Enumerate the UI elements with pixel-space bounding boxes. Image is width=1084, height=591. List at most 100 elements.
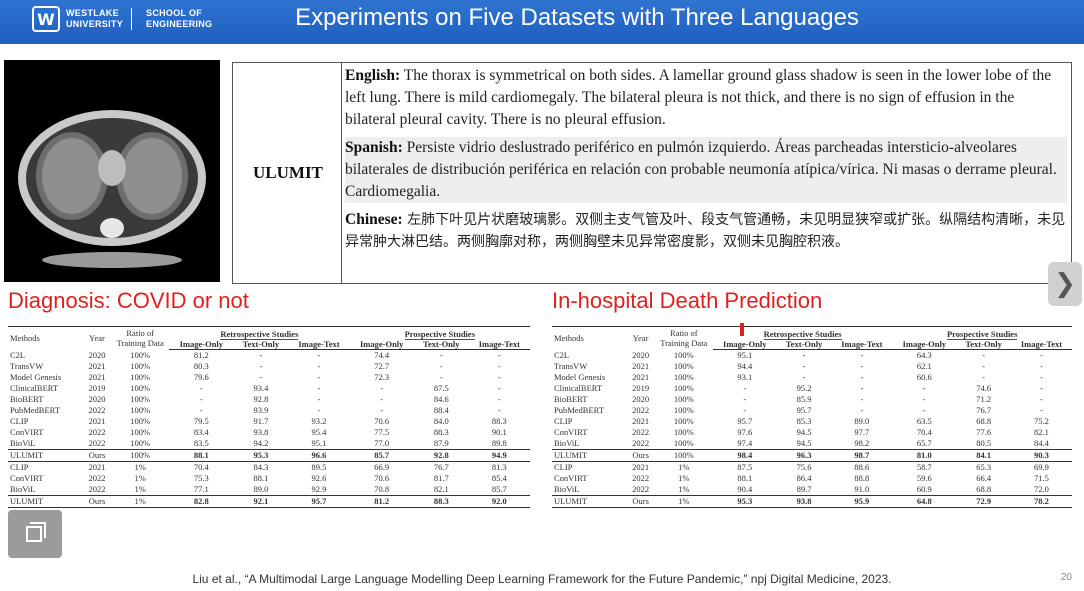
value-cell: 93.8 <box>776 495 832 508</box>
university-logo: W WESTLAKE UNIVERSITY SCHOOL OF ENGINEER… <box>32 6 212 32</box>
value-cell: 91.0 <box>854 484 870 494</box>
value-cell: 98.2 <box>854 438 870 448</box>
value-cell: 88.3 <box>433 427 449 437</box>
table-row: PubMedBERT 2022 100% - 95.7 - - 76.7 - <box>552 405 1072 416</box>
table-row: BioViL 2022 100% 83.5 94.2 95.1 77.0 87.9 89.8 <box>8 438 530 450</box>
value-cell: 81.2 <box>349 495 414 508</box>
table-row: ULUMIT Ours 100% 98.4 96.3 98.7 81.0 84.1 90.3 <box>552 449 1072 462</box>
value-cell: 2022 <box>632 438 650 448</box>
table-row: BioViL 2022 1% 90.4 89.7 91.0 60.9 68.8 72.0 <box>552 484 1072 496</box>
ct-scan-drawing <box>4 60 220 282</box>
value-cell: 68.8 <box>976 484 992 494</box>
value-cell: 95.7 <box>288 495 350 508</box>
col-text-only: Text-Only <box>956 339 1011 350</box>
col-image-only: Image-Only <box>712 339 777 350</box>
table-row: BioViL 2022 100% 97.4 94.5 98.2 65.7 80.5 84.4 <box>552 438 1072 450</box>
value-cell: - <box>497 350 501 360</box>
value-cell: 92.8 <box>253 394 269 404</box>
value-cell: - <box>497 372 501 382</box>
value-cell: 100% <box>130 405 151 415</box>
value-cell: - <box>317 372 321 382</box>
col-group-retro: Retrospective Studies <box>763 329 842 340</box>
value-cell: 85.4 <box>491 473 507 483</box>
logo-mark-icon: W <box>32 6 60 32</box>
slide-title: Experiments on Five Datasets with Three … <box>295 4 859 31</box>
value-cell: - <box>199 394 203 404</box>
value-cell: - <box>922 383 926 393</box>
window-icon <box>26 526 42 542</box>
value-cell: 58.7 <box>892 461 957 473</box>
value-cell: - <box>439 350 443 360</box>
value-cell: 75.3 <box>193 473 209 483</box>
value-cell: 92.1 <box>233 495 289 508</box>
value-cell: 100% <box>130 361 151 371</box>
value-cell: 76.7 <box>413 461 469 473</box>
value-cell: - <box>860 405 864 415</box>
value-cell: 81.3 <box>468 461 530 473</box>
value-cell: 79.5 <box>193 416 209 426</box>
next-slide-button[interactable]: ❯ <box>1048 262 1082 306</box>
value-cell: - <box>259 350 263 360</box>
table-row: PubMedBERT 2022 100% - 93.9 - - 88.4 - <box>8 405 530 416</box>
value-cell: 70.4 <box>916 427 932 437</box>
value-cell: 60.6 <box>916 372 932 382</box>
method-cell: PubMedBERT <box>10 405 61 415</box>
value-cell: 78.2 <box>1010 495 1072 508</box>
col-image-only: Image-Only <box>349 339 414 350</box>
value-cell: - <box>860 361 864 371</box>
panel-divider <box>341 63 342 283</box>
col-image-only: Image-Only <box>892 339 957 350</box>
value-cell: - <box>982 372 986 382</box>
col-year: Year <box>626 326 655 350</box>
table-row: ConVIRT 2022 1% 75.3 88.1 92.6 70.6 81.7 85.4 <box>8 473 530 484</box>
col-year: Year <box>82 326 112 350</box>
value-cell: 87.9 <box>433 438 449 448</box>
report-text-panel: ULUMIT English: The thorax is symmetrica… <box>232 62 1072 284</box>
col-text-only: Text-Only <box>413 339 469 350</box>
value-cell: 89.0 <box>854 416 870 426</box>
table-row: CLIP 2021 100% 79.5 91.7 93.2 70.6 84.0 88.3 <box>8 416 530 427</box>
value-cell: 2022 <box>632 427 650 437</box>
col-group-pro: Prospective Studies <box>946 329 1018 340</box>
value-cell: 2022 <box>632 484 650 494</box>
value-cell: 89.5 <box>288 461 350 473</box>
window-icon <box>30 522 46 538</box>
value-cell: - <box>802 350 806 360</box>
chinese-label: Chinese: <box>345 211 403 228</box>
value-cell: 83.4 <box>193 427 209 437</box>
value-cell: 2021 <box>82 461 112 473</box>
table-row: BioBERT 2020 100% - 92.8 - - 84.6 - <box>8 394 530 405</box>
value-cell: - <box>317 350 321 360</box>
value-cell: - <box>922 394 926 404</box>
value-cell: 64.8 <box>892 495 957 508</box>
ct-scan-image <box>4 60 220 282</box>
table-row: CLIP 2021 100% 95.7 85.3 89.0 63.5 68.8 75.2 <box>552 416 1072 427</box>
value-cell: 84.6 <box>433 394 449 404</box>
value-cell: 75.6 <box>776 461 832 473</box>
value-cell: 85.7 <box>349 449 414 462</box>
value-cell: 94.5 <box>796 427 812 437</box>
screen-share-overlay[interactable] <box>8 510 62 558</box>
method-cell: ULUMIT <box>552 449 627 462</box>
table-row: BioBERT 2020 100% - 85.9 - - 71.2 - <box>552 394 1072 405</box>
value-cell: - <box>199 405 203 415</box>
value-cell: - <box>860 394 864 404</box>
value-cell: - <box>743 383 747 393</box>
col-text-only: Text-Only <box>776 339 832 350</box>
table-row: ClinicalBERT 2019 100% - 95.2 - - 74.6 - <box>552 383 1072 394</box>
value-cell: 2020 <box>632 349 650 360</box>
page-number: 20 <box>1060 572 1072 583</box>
table-row: ULUMIT Ours 1% 82.8 92.1 95.7 81.2 88.3 92.0 <box>8 495 530 508</box>
value-cell: 90.1 <box>491 427 507 437</box>
value-cell: 100% <box>130 349 151 360</box>
method-cell: PubMedBERT <box>554 405 605 415</box>
value-cell: 100% <box>673 427 694 437</box>
value-cell: 77.0 <box>374 438 390 448</box>
value-cell: 88.3 <box>413 495 469 508</box>
method-cell: BioViL <box>10 484 36 494</box>
value-cell: 70.4 <box>169 461 234 473</box>
table-row: C2L 2020 100% 81.2 - - 74.4 - - <box>8 350 530 362</box>
value-cell: - <box>317 383 321 393</box>
value-cell: 94.2 <box>253 438 269 448</box>
value-cell: 93.1 <box>737 372 753 382</box>
